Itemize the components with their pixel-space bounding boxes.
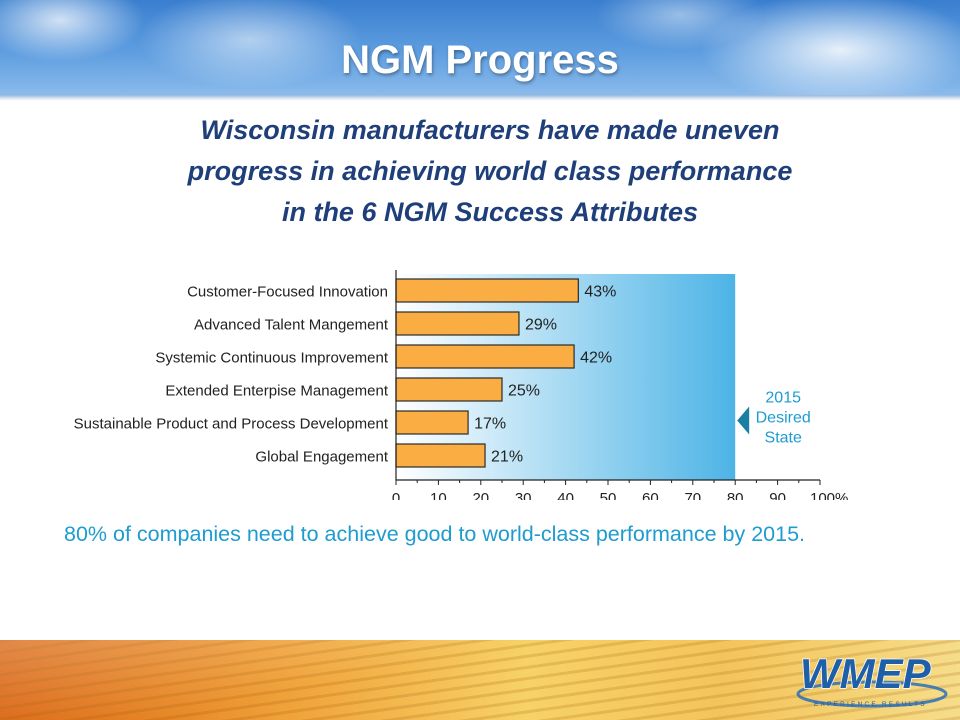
data-label-1: 43% — [584, 284, 616, 301]
x-tick-label-70: 70 — [684, 490, 701, 500]
subtitle-line-3: in the 6 NGM Success Attributes — [281, 197, 699, 227]
subtitle-line-2: progress in achieving world class perfor… — [187, 156, 793, 186]
x-tick-label-100: 100% — [810, 490, 848, 500]
header-sky-banner — [0, 0, 960, 97]
category-label-3: Systemic Continuous Improvement — [155, 350, 388, 367]
data-label-3: 42% — [580, 350, 612, 367]
x-tick-label-10: 10 — [430, 490, 447, 500]
data-label-2: 29% — [525, 317, 557, 334]
header-divider — [0, 95, 960, 101]
bar-2 — [395, 311, 520, 336]
data-label-5: 17% — [474, 416, 506, 433]
bar-3 — [395, 344, 575, 369]
x-tick-label-0: 0 — [392, 490, 400, 500]
x-tick-label-40: 40 — [557, 490, 574, 500]
category-label-6: Global Engagement — [255, 449, 388, 466]
bar-4 — [395, 377, 503, 402]
bar-6 — [395, 443, 486, 468]
category-label-1: Customer-Focused Innovation — [187, 284, 388, 301]
ngm-attribute-bar-chart: Customer-Focused Innovation 43% Advanced T… — [74, 270, 848, 500]
target-label-line-3: State — [765, 430, 802, 447]
category-label-2: Advanced Talent Mangement — [194, 317, 389, 334]
wmep-logo: WMEP EXPERIENCE RESULTS — [796, 649, 948, 708]
chart-footnote: 80% of companies need to achieve good to… — [64, 522, 805, 546]
x-tick-label-60: 60 — [642, 490, 659, 500]
x-tick-label-50: 50 — [600, 490, 617, 500]
logo-wordmark: WMEP — [800, 650, 932, 697]
target-marker-arrow-icon — [737, 406, 750, 435]
x-tick-label-30: 30 — [515, 490, 532, 500]
logo-tagline: EXPERIENCE RESULTS — [814, 701, 927, 708]
category-label-5: Sustainable Product and Process Developm… — [74, 416, 389, 433]
target-label-line-2: Desired — [756, 410, 811, 427]
page-title: NGM Progress — [341, 38, 619, 82]
category-label-4: Extended Enterpise Management — [165, 383, 388, 400]
data-label-4: 25% — [508, 383, 540, 400]
x-tick-label-20: 20 — [472, 490, 489, 500]
subtitle-line-1: Wisconsin manufacturers have made uneven — [200, 115, 780, 145]
bar-5 — [395, 410, 469, 435]
data-label-6: 21% — [491, 449, 523, 466]
slide-subtitle: Wisconsin manufacturers have made uneven… — [100, 110, 880, 233]
target-label-line-1: 2015 — [765, 390, 801, 407]
footer-decorative-band — [0, 640, 960, 720]
bar-1 — [395, 278, 579, 303]
x-tick-label-90: 90 — [769, 490, 786, 500]
x-tick-label-80: 80 — [727, 490, 744, 500]
